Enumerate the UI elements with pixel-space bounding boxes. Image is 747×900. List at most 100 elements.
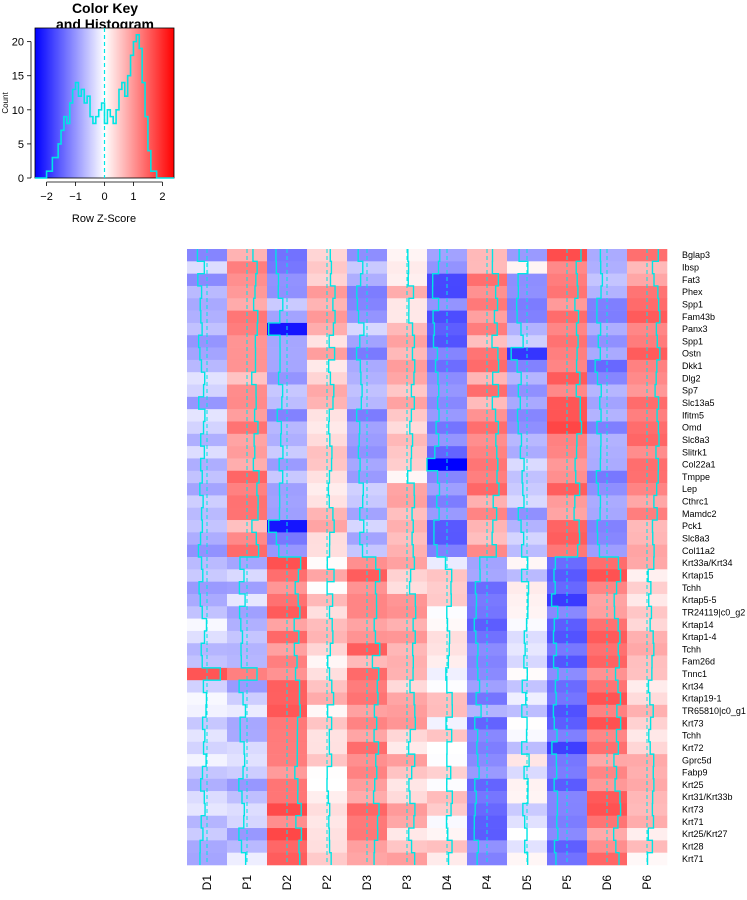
- heatmap-cell: [307, 569, 348, 582]
- heatmap-cell: [307, 458, 348, 472]
- colorkey-xlabel: Row Z-Score: [72, 213, 136, 225]
- heatmap-cell: [467, 618, 508, 632]
- row-label: Bglap3: [682, 250, 710, 260]
- row-label: Slitrk1: [682, 447, 707, 457]
- colorkey-xtick-label: −1: [69, 191, 82, 203]
- heatmap-cell: [467, 557, 508, 570]
- colorkey-xtick-label: 2: [159, 191, 165, 203]
- heatmap-cell: [267, 347, 308, 361]
- heatmap-cell: [547, 458, 588, 472]
- heatmap-cell: [467, 359, 508, 373]
- column-trace: [510, 249, 530, 865]
- colorkey-ytick-label: 20: [12, 37, 24, 49]
- heatmap-cell: [627, 778, 668, 792]
- heatmap-cell: [547, 828, 588, 841]
- heatmap-cell: [547, 618, 588, 632]
- heatmap-cell: [307, 347, 348, 361]
- heatmap-cell: [467, 520, 508, 533]
- heatmap-cell: [267, 606, 308, 619]
- row-label: Panx3: [682, 324, 708, 334]
- row-label: Krt73: [682, 805, 704, 815]
- column-trace: [267, 249, 303, 865]
- heatmap-cell: [627, 717, 668, 730]
- row-label: Omd: [682, 423, 702, 433]
- heatmap-cell: [547, 249, 588, 262]
- heatmap-cell: [227, 470, 268, 484]
- heatmap-cell: [427, 507, 468, 521]
- heatmap-cell: [547, 667, 588, 681]
- heatmap-cell: [427, 261, 468, 274]
- row-label: TR65810|c0_g1: [682, 706, 746, 716]
- heatmap-cell: [227, 458, 268, 472]
- heatmap-cell: [627, 606, 668, 619]
- heatmap-cell: [467, 778, 508, 792]
- column-trace: [646, 249, 661, 865]
- heatmap-cell: [187, 520, 228, 533]
- heatmap-cell: [547, 310, 588, 324]
- row-label: Slc13a5: [682, 398, 715, 408]
- heatmap-cell: [627, 458, 668, 472]
- heatmap-cell: [507, 470, 548, 484]
- heatmap-cell: [187, 778, 228, 792]
- heatmap-cell: [347, 667, 388, 681]
- heatmap-cell: [347, 310, 388, 324]
- heatmap-cell: [387, 310, 428, 324]
- heatmap-cell: [587, 655, 628, 669]
- heatmap-cell: [307, 298, 348, 311]
- row-label: Krtap1-4: [682, 632, 717, 642]
- heatmap-cell: [307, 815, 348, 829]
- heatmap-cell: [507, 766, 548, 780]
- row-label: Krtap19-1: [682, 694, 722, 704]
- column-label: P3: [400, 875, 414, 890]
- colorkey-xtick-label: −2: [40, 191, 53, 203]
- row-label: Sp7: [682, 386, 698, 396]
- heatmap-cell: [467, 569, 508, 582]
- heatmap-cell: [387, 655, 428, 669]
- heatmap-cell: [187, 409, 228, 422]
- heatmap-cell: [547, 298, 588, 311]
- heatmap-cell: [467, 606, 508, 619]
- heatmap-cell: [427, 359, 468, 373]
- heatmap-cell: [507, 815, 548, 829]
- heatmap-cell: [627, 815, 668, 829]
- row-label: Col22a1: [682, 460, 716, 470]
- heatmap-cell: [187, 815, 228, 829]
- row-label: Dkk1: [682, 361, 703, 371]
- heatmap-cell: [267, 298, 308, 311]
- heatmap-cell: [227, 618, 268, 632]
- heatmap-cell: [627, 520, 668, 533]
- heatmap-cell: [347, 655, 388, 669]
- row-label: Krtap15: [682, 570, 714, 580]
- heatmap-cell: [387, 828, 428, 841]
- heatmap-cell: [227, 557, 268, 570]
- row-label: Krt72: [682, 743, 704, 753]
- heatmap-cell: [627, 667, 668, 681]
- heatmap-cell: [387, 458, 428, 472]
- heatmap-cell: [387, 815, 428, 829]
- heatmap-cell: [547, 470, 588, 484]
- column-label: D5: [520, 875, 534, 891]
- row-label: Tchh: [682, 583, 701, 593]
- heatmap-cell: [227, 766, 268, 780]
- heatmap-cell: [387, 520, 428, 533]
- heatmap-cell: [307, 717, 348, 730]
- column-label: D2: [280, 875, 294, 891]
- column-trace: [550, 249, 583, 865]
- heatmap-cell: [187, 470, 228, 484]
- heatmap-cell: [587, 667, 628, 681]
- column-label: P6: [640, 875, 654, 890]
- heatmap-cell: [187, 828, 228, 841]
- heatmap-cell: [547, 409, 588, 422]
- heatmap-cell: [187, 359, 228, 373]
- heatmap-cell: [267, 507, 308, 521]
- heatmap-cell: [547, 261, 588, 274]
- heatmap-cell: [267, 618, 308, 632]
- heatmap-cell: [467, 828, 508, 841]
- heatmap-cell: [547, 778, 588, 792]
- column-label: D4: [440, 875, 454, 891]
- heatmap-cell: [587, 778, 628, 792]
- heatmap-cell: [307, 507, 348, 521]
- row-label: Spp1: [682, 336, 703, 346]
- heatmap-cell: [427, 717, 468, 730]
- heatmap-cell: [427, 655, 468, 669]
